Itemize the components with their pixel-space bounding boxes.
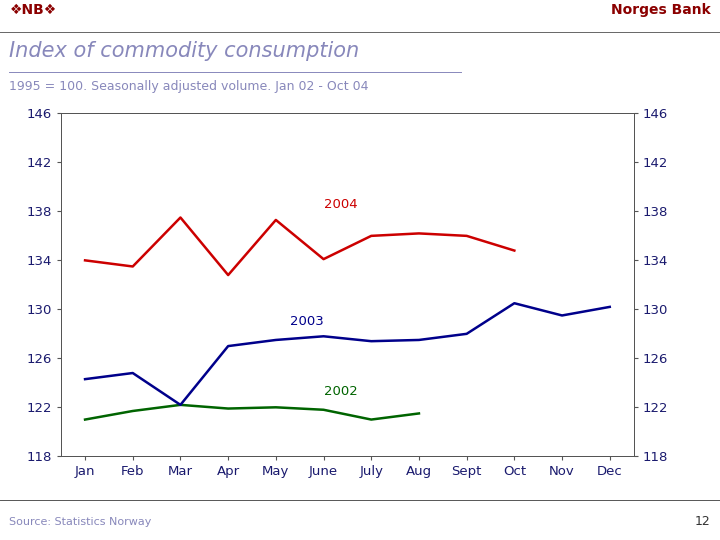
Text: ❖NB❖: ❖NB❖	[9, 3, 57, 17]
Text: 2002: 2002	[323, 384, 357, 397]
Text: Index of commodity consumption: Index of commodity consumption	[9, 41, 359, 61]
Text: 1995 = 100. Seasonally adjusted volume. Jan 02 - Oct 04: 1995 = 100. Seasonally adjusted volume. …	[9, 80, 369, 93]
Text: 2003: 2003	[290, 315, 324, 328]
Text: 2004: 2004	[323, 198, 357, 211]
Text: 12: 12	[695, 515, 711, 528]
Text: Source: Statistics Norway: Source: Statistics Norway	[9, 517, 152, 526]
Text: Norges Bank: Norges Bank	[611, 3, 711, 17]
